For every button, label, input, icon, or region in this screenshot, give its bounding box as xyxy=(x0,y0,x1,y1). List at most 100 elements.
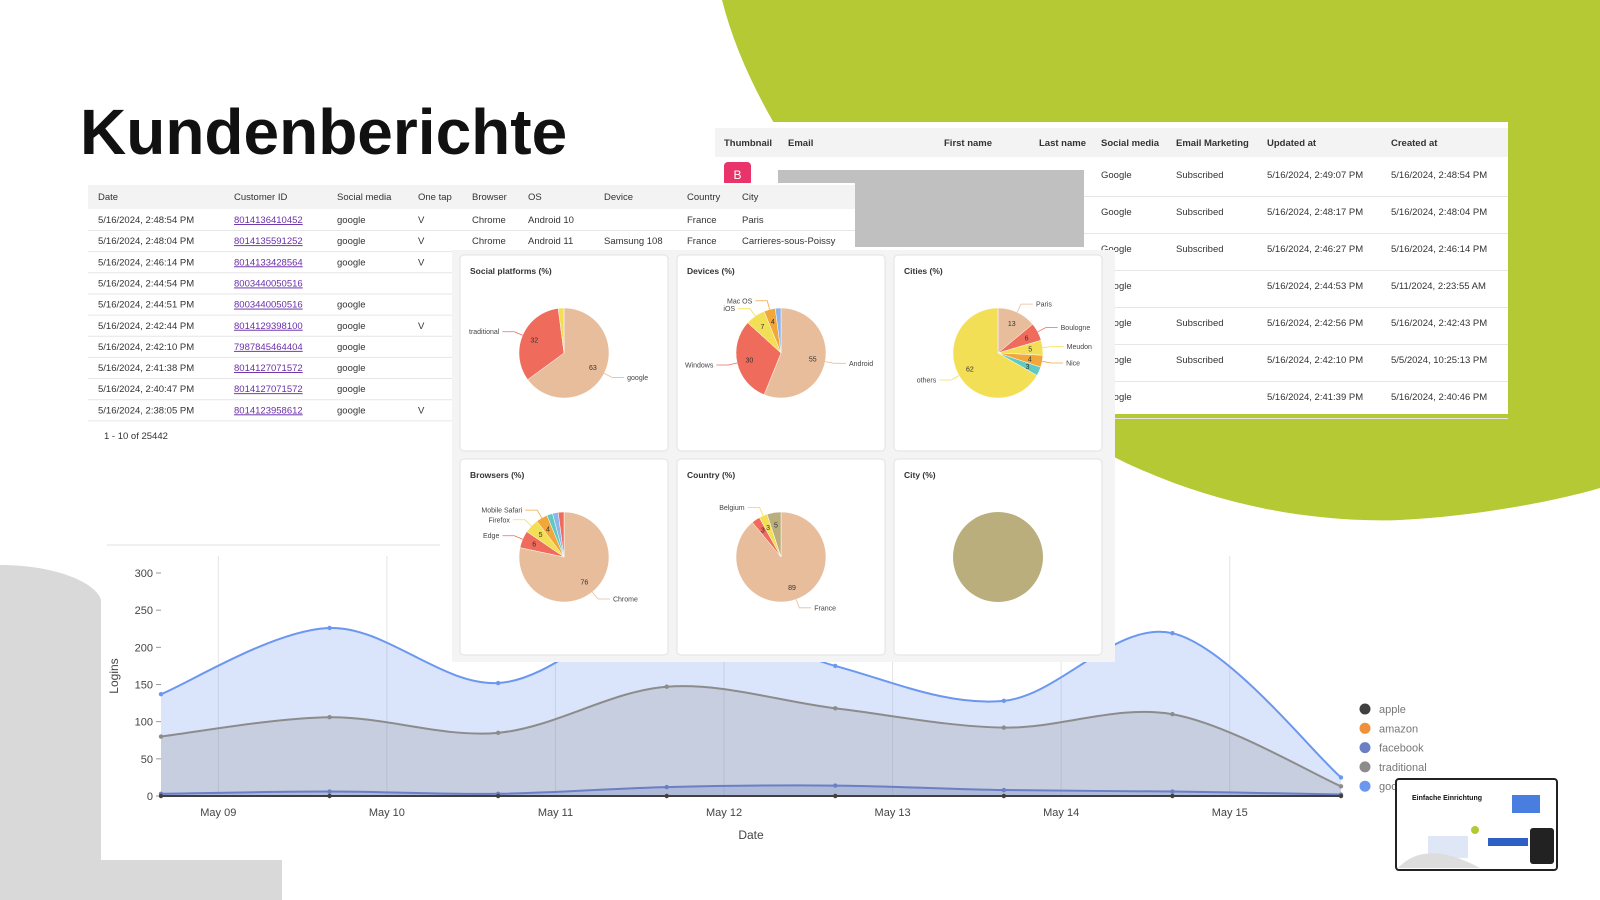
thumbnail[interactable]: Einfache Einrichtung xyxy=(1395,778,1558,871)
thumbnail-title: Einfache Einrichtung xyxy=(1412,795,1482,802)
column-header[interactable]: Browser xyxy=(472,192,507,203)
legend-label[interactable]: apple xyxy=(1379,704,1406,716)
pie-value-label: 3 xyxy=(761,528,765,535)
table-cell: 5/16/2024, 2:44:53 PM xyxy=(1267,281,1363,292)
pie-value-label: 62 xyxy=(966,367,974,374)
legend-swatch[interactable] xyxy=(1359,761,1371,773)
table-cell: Carrieres-sous-Poissy xyxy=(742,236,836,247)
y-tick-label: 150 xyxy=(135,680,153,692)
x-tick-label: May 13 xyxy=(875,807,911,819)
legend-swatch[interactable] xyxy=(1359,703,1371,715)
data-point xyxy=(664,684,669,689)
leader-line xyxy=(716,362,738,366)
column-header[interactable]: Created at xyxy=(1391,138,1438,149)
customer-link[interactable]: 8003440050516 xyxy=(234,300,303,311)
pie-slice xyxy=(774,307,782,354)
customer-link[interactable]: 7987845464404 xyxy=(234,342,303,353)
data-point xyxy=(1170,712,1175,717)
series-line xyxy=(160,784,1342,796)
customer-link[interactable]: 8014135591252 xyxy=(234,236,303,247)
customer-link[interactable]: 8003440050516 xyxy=(234,278,303,289)
column-header[interactable]: Email Marketing xyxy=(1176,138,1249,149)
data-point xyxy=(327,625,332,631)
pie-value-label: 4 xyxy=(771,319,775,326)
data-point xyxy=(495,793,501,799)
legend-swatch[interactable] xyxy=(1359,722,1371,734)
column-header[interactable]: City xyxy=(742,192,759,203)
table-cell: 5/16/2024, 2:41:38 PM xyxy=(98,363,194,374)
table-cell: 5/16/2024, 2:48:54 PM xyxy=(1391,170,1487,181)
pie-value-label: 30 xyxy=(746,358,754,365)
y-tick-label: 200 xyxy=(135,642,153,654)
legend-label[interactable]: amazon xyxy=(1379,723,1418,735)
column-header[interactable]: One tap xyxy=(418,192,452,203)
table-cell: google xyxy=(337,342,366,353)
table-cell: 5/16/2024, 2:44:54 PM xyxy=(98,278,194,289)
customer-link[interactable]: 8014136410452 xyxy=(234,215,303,226)
y-tick-label: 50 xyxy=(141,754,153,766)
table-cell: 5/16/2024, 2:42:56 PM xyxy=(1267,318,1363,329)
data-point xyxy=(833,783,838,788)
pagination: 1 - 10 of 25442 xyxy=(104,431,168,442)
thumbnail-deco xyxy=(1512,795,1540,813)
column-header[interactable]: Last name xyxy=(1039,138,1086,149)
data-point xyxy=(1001,787,1007,793)
legend-label[interactable]: facebook xyxy=(1379,743,1424,755)
pie-category-label: Windows xyxy=(685,363,714,370)
pie-category-label: iOS xyxy=(723,306,735,313)
pie-title: Social platforms (%) xyxy=(470,266,552,276)
leader-line xyxy=(591,591,610,600)
table-cell: 5/16/2024, 2:46:14 PM xyxy=(1391,244,1487,255)
column-header[interactable]: Email xyxy=(788,138,813,149)
table-cell: France xyxy=(687,215,717,226)
customer-link[interactable]: 8014133428564 xyxy=(234,257,303,268)
table-cell: Subscribed xyxy=(1176,207,1224,218)
legend-label[interactable]: traditional xyxy=(1379,762,1427,774)
column-header[interactable]: Thumbnail xyxy=(724,138,772,149)
column-header[interactable]: Social media xyxy=(337,192,392,203)
table-header-bg xyxy=(715,128,1508,157)
legend-swatch[interactable] xyxy=(1359,742,1371,754)
pie-category-label: Android xyxy=(849,361,873,368)
table-cell: google xyxy=(337,215,366,226)
x-tick-label: May 14 xyxy=(1043,807,1079,819)
table-cell: 5/11/2024, 2:23:55 AM xyxy=(1391,281,1486,292)
column-header[interactable]: Social media xyxy=(1101,138,1160,149)
pie-value-label: 3 xyxy=(1026,364,1030,371)
customer-link[interactable]: 8014123958612 xyxy=(234,405,303,416)
pie-title: City (%) xyxy=(904,470,936,480)
area-fill xyxy=(161,785,1341,796)
thumbnail-deco xyxy=(1398,853,1480,868)
table-cell: google xyxy=(337,300,366,311)
pie-value-label: 13 xyxy=(1008,321,1016,328)
table-cell: Android 11 xyxy=(528,236,573,247)
column-header[interactable]: Device xyxy=(604,192,633,203)
customer-link[interactable]: 8014129398100 xyxy=(234,321,303,332)
area-fill xyxy=(161,610,1341,796)
table-cell: 5/16/2024, 2:49:07 PM xyxy=(1267,170,1363,181)
data-point xyxy=(1170,789,1175,794)
column-header[interactable]: Date xyxy=(98,192,118,203)
column-header[interactable]: Updated at xyxy=(1267,138,1317,149)
column-header[interactable]: Customer ID xyxy=(234,192,287,203)
customer-link[interactable]: 8014127071572 xyxy=(234,384,303,395)
pie-value-label: 89 xyxy=(788,585,796,592)
data-point xyxy=(1338,775,1344,780)
table-cell: 5/16/2024, 2:40:47 PM xyxy=(98,384,194,395)
pie-value-label: 6 xyxy=(532,542,536,549)
customer-link[interactable]: 8014127071572 xyxy=(234,363,303,374)
legend-swatch[interactable] xyxy=(1359,780,1371,792)
area-fill xyxy=(161,686,1341,796)
table-cell: V xyxy=(418,215,425,226)
thumbnail-deco xyxy=(1488,838,1528,846)
table-cell: 5/16/2024, 2:46:27 PM xyxy=(1267,244,1363,255)
x-tick-label: May 09 xyxy=(200,807,236,819)
thumbnail-deco xyxy=(1530,828,1554,864)
data-point xyxy=(1338,784,1344,789)
column-header[interactable]: Country xyxy=(687,192,721,203)
data-point xyxy=(158,734,164,739)
page-title: Kundenberichte xyxy=(80,96,567,168)
x-tick-label: May 11 xyxy=(538,807,573,819)
column-header[interactable]: First name xyxy=(944,138,992,149)
column-header[interactable]: OS xyxy=(528,192,542,203)
